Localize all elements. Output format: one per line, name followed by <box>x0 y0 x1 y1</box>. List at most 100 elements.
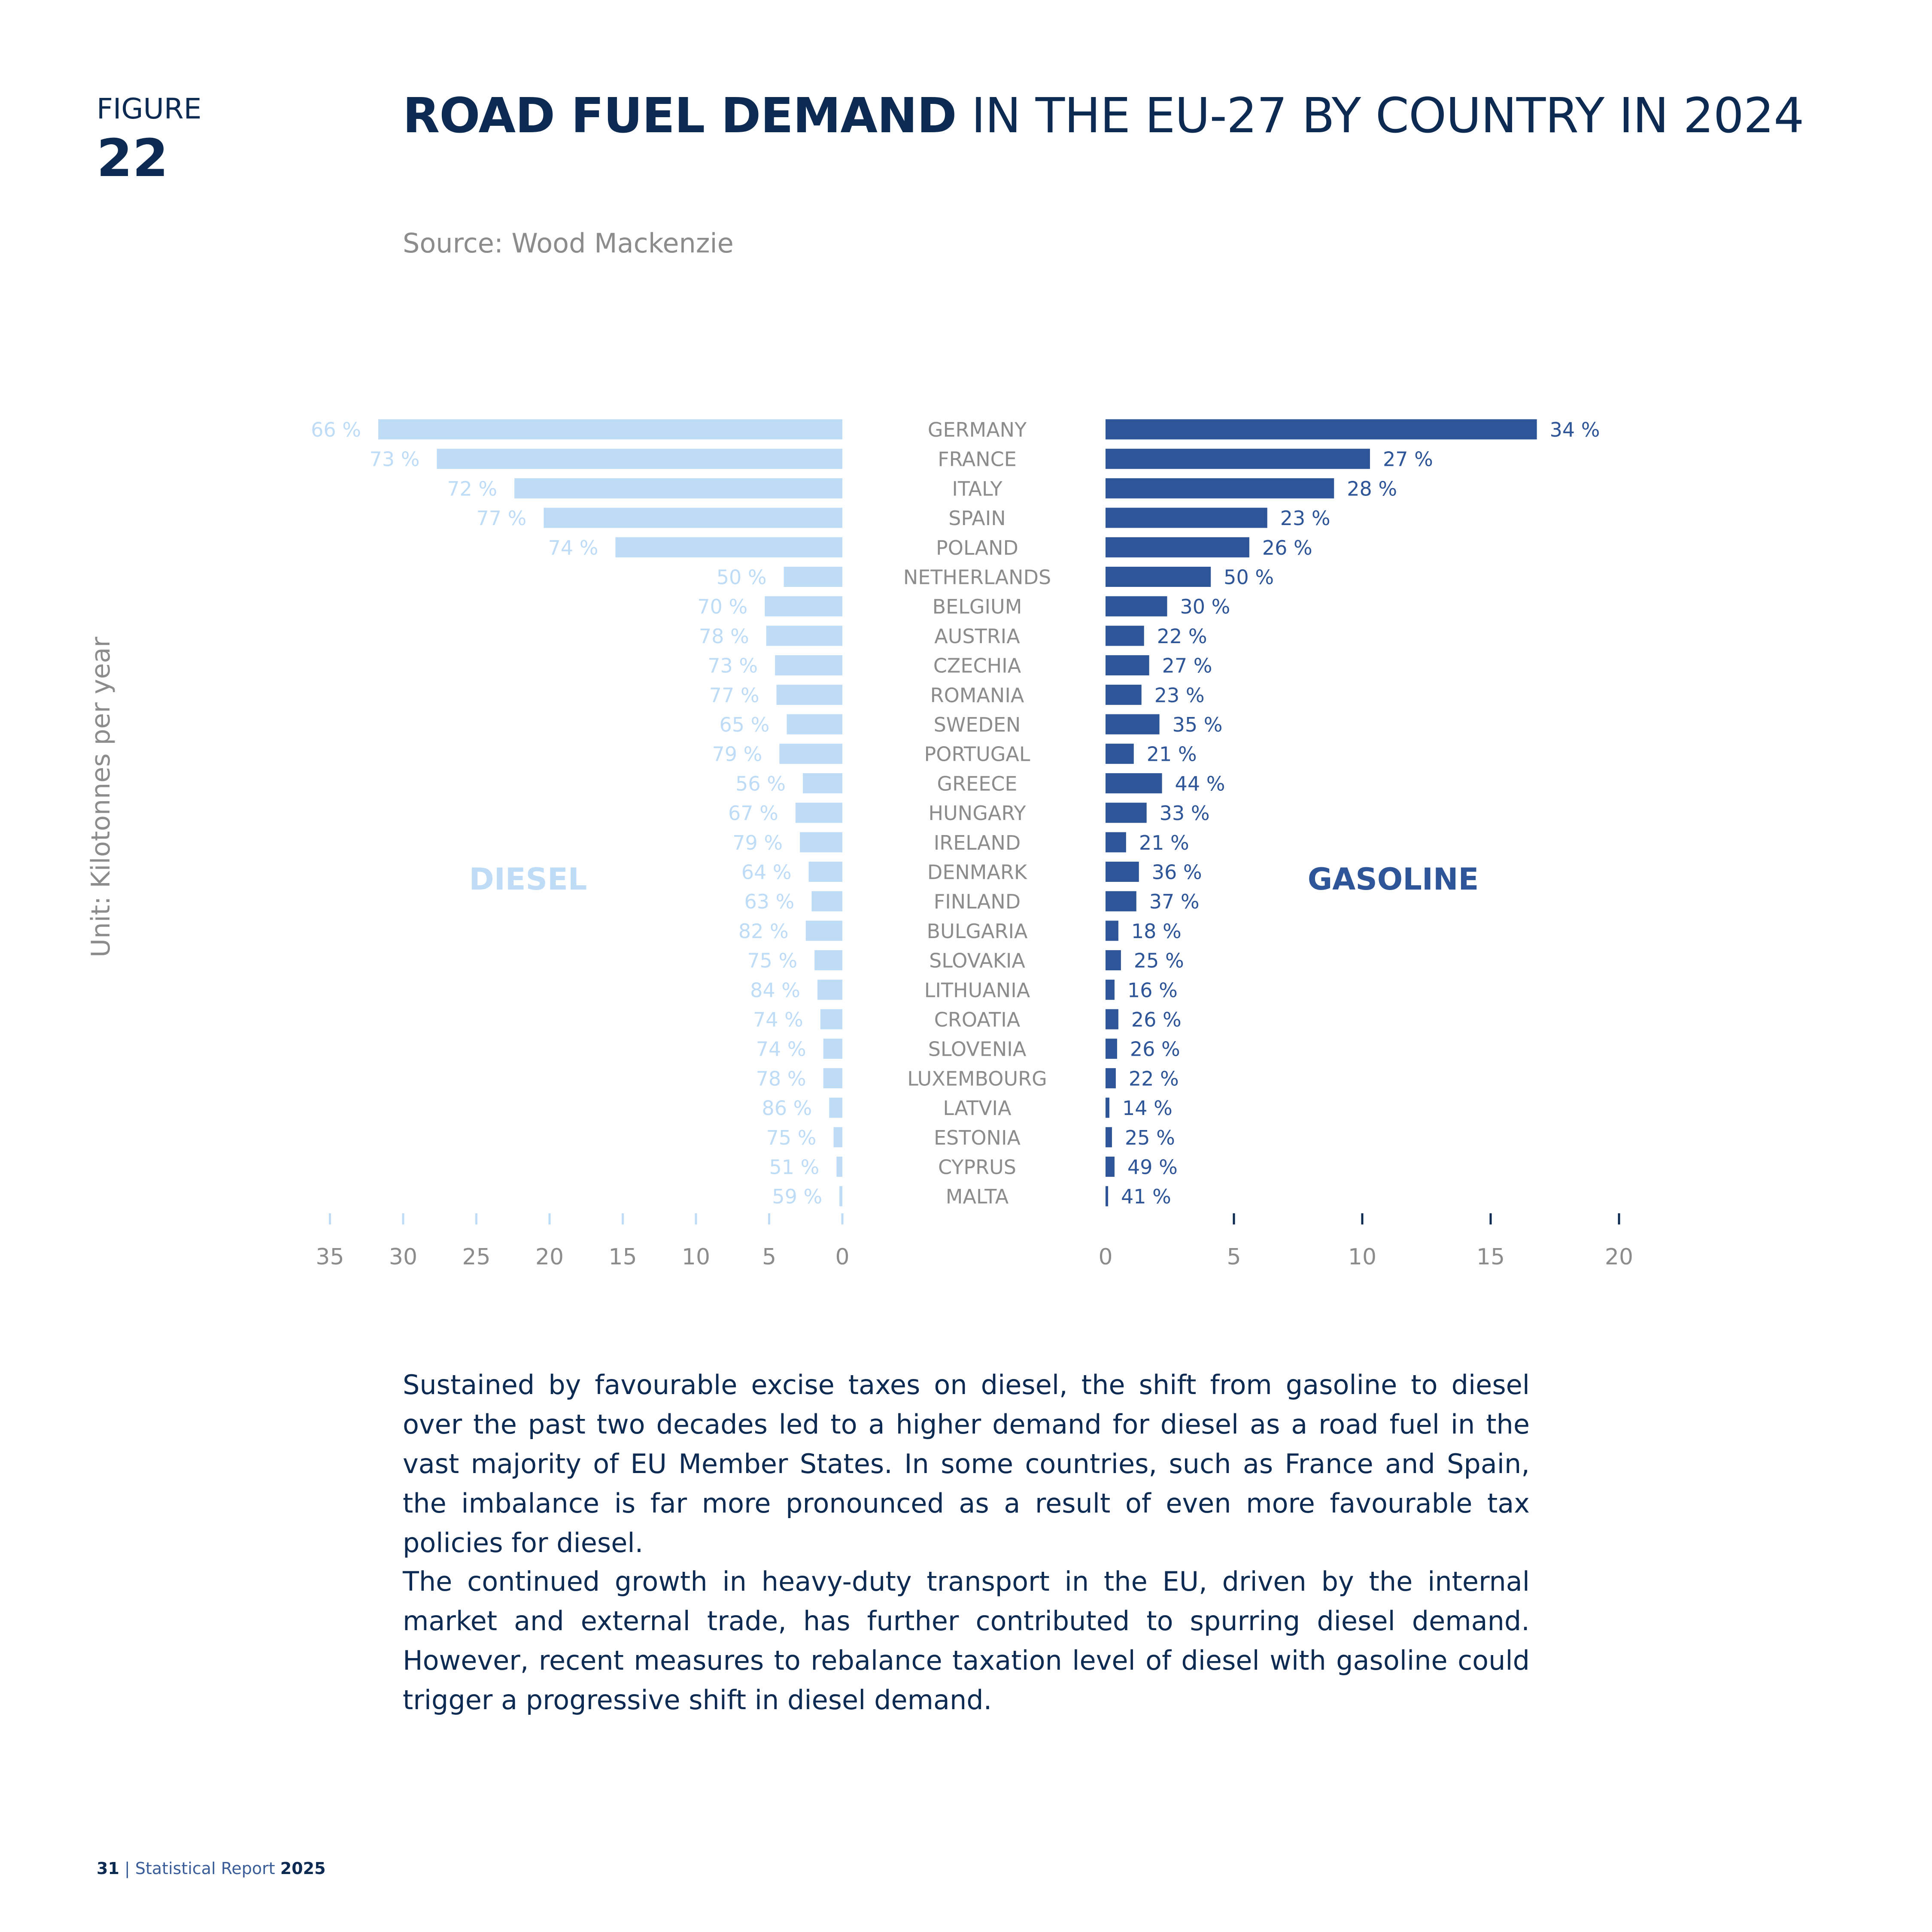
diesel-bar <box>766 626 842 646</box>
gasoline-bar <box>1106 567 1211 587</box>
diesel-bar <box>779 744 842 764</box>
country-label: FINLAND <box>934 890 1021 913</box>
diesel-data-label: 73 % <box>708 654 758 677</box>
country-label: SWEDEN <box>934 713 1021 736</box>
diesel-tick-label: 15 <box>608 1244 637 1270</box>
gasoline-data-label: 26 % <box>1262 536 1312 559</box>
diesel-data-label: 50 % <box>717 566 767 589</box>
diesel-data-label: 78 % <box>699 625 749 648</box>
gasoline-bar <box>1106 832 1126 853</box>
diesel-data-label: 78 % <box>756 1067 806 1090</box>
source-note: Source: Wood Mackenzie <box>403 228 734 259</box>
gasoline-bar <box>1106 1127 1112 1148</box>
diesel-data-label: 73 % <box>370 448 420 471</box>
gasoline-data-label: 41 % <box>1121 1185 1171 1208</box>
diesel-tick-label: 20 <box>535 1244 564 1270</box>
gasoline-data-label: 21 % <box>1147 743 1197 766</box>
country-label: SLOVENIA <box>928 1038 1027 1061</box>
diesel-data-label: 66 % <box>311 418 361 441</box>
gasoline-tick-label: 20 <box>1605 1244 1633 1270</box>
diesel-bar <box>820 1009 842 1030</box>
diesel-data-label: 82 % <box>738 920 789 943</box>
gasoline-bar <box>1106 773 1162 793</box>
figure-label: FIGURE <box>97 92 202 125</box>
diesel-bar <box>800 832 842 853</box>
gasoline-bar <box>1106 1097 1109 1118</box>
gasoline-data-label: 44 % <box>1175 772 1225 795</box>
diesel-data-label: 74 % <box>548 536 598 559</box>
diesel-bar <box>544 507 842 528</box>
diesel-bar <box>836 1157 842 1177</box>
diesel-bar <box>833 1127 842 1148</box>
gasoline-tick-label: 0 <box>1098 1244 1112 1270</box>
gasoline-data-label: 25 % <box>1134 949 1184 972</box>
country-label: HUNGARY <box>929 802 1027 825</box>
figure-number: 22 <box>97 129 168 188</box>
diesel-bar <box>784 567 842 587</box>
diesel-tick-label: 30 <box>389 1244 417 1270</box>
gasoline-bar <box>1106 744 1134 764</box>
gasoline-bar <box>1106 537 1249 558</box>
country-label: DENMARK <box>927 861 1028 884</box>
diesel-bar <box>787 714 842 735</box>
gasoline-data-label: 14 % <box>1122 1097 1173 1120</box>
footer-year: 2025 <box>280 1859 326 1878</box>
diesel-data-label: 67 % <box>728 802 778 825</box>
gasoline-bar <box>1106 802 1147 823</box>
country-label: LATVIA <box>943 1097 1012 1120</box>
country-label: MALTA <box>946 1185 1009 1208</box>
diesel-bar <box>839 1186 842 1206</box>
gasoline-data-label: 27 % <box>1383 448 1433 471</box>
gasoline-data-label: 26 % <box>1131 1008 1182 1031</box>
gasoline-data-label: 34 % <box>1550 418 1600 441</box>
diesel-tick-label: 35 <box>316 1244 344 1270</box>
country-label: ROMANIA <box>930 683 1024 707</box>
body-paragraph-1: Sustained by favourable excise taxes on … <box>403 1369 1530 1558</box>
country-label: AUSTRIA <box>934 625 1020 648</box>
gasoline-data-label: 35 % <box>1173 713 1223 736</box>
gasoline-tick-label: 10 <box>1348 1244 1376 1270</box>
diesel-bar <box>378 419 842 440</box>
diesel-bar <box>814 950 842 971</box>
country-label: BELGIUM <box>933 595 1022 618</box>
country-label: POLAND <box>936 536 1018 559</box>
gasoline-bar <box>1106 655 1149 676</box>
diesel-bar <box>776 684 842 705</box>
country-label: GREECE <box>937 772 1018 795</box>
diesel-data-label: 84 % <box>750 978 800 1002</box>
country-label: LUXEMBOURG <box>907 1067 1047 1090</box>
page-footer: 31 | Statistical Report 2025 <box>97 1859 326 1878</box>
diesel-data-label: 75 % <box>766 1126 817 1149</box>
gasoline-data-label: 26 % <box>1130 1038 1180 1061</box>
gasoline-bar <box>1106 507 1267 528</box>
diesel-bar <box>437 449 842 469</box>
gasoline-bar <box>1106 449 1370 469</box>
gasoline-bar <box>1106 1157 1115 1177</box>
diesel-bar <box>615 537 842 558</box>
country-label: PORTUGAL <box>924 743 1030 766</box>
diesel-data-label: 59 % <box>772 1185 822 1208</box>
gasoline-bar <box>1106 1186 1108 1206</box>
gasoline-bar <box>1106 950 1121 971</box>
gasoline-data-label: 33 % <box>1160 802 1210 825</box>
gasoline-bar <box>1106 920 1118 941</box>
diesel-tick-label: 25 <box>462 1244 490 1270</box>
gasoline-data-label: 27 % <box>1162 654 1212 677</box>
gasoline-data-label: 30 % <box>1180 595 1230 618</box>
diesel-data-label: 74 % <box>756 1038 806 1061</box>
gasoline-data-label: 21 % <box>1139 831 1189 854</box>
gasoline-bar <box>1106 684 1142 705</box>
gasoline-data-label: 36 % <box>1152 861 1202 884</box>
gasoline-bar <box>1106 478 1334 498</box>
diesel-bar <box>829 1097 842 1118</box>
diesel-bar <box>775 655 842 676</box>
gasoline-tick-label: 5 <box>1227 1244 1241 1270</box>
title-bold-part: ROAD FUEL DEMAND <box>403 88 957 144</box>
diesel-data-label: 63 % <box>744 890 795 913</box>
diesel-data-label: 74 % <box>753 1008 803 1031</box>
gasoline-data-label: 16 % <box>1127 978 1178 1002</box>
diesel-data-label: 77 % <box>709 683 759 707</box>
diesel-bar <box>802 773 842 793</box>
diesel-data-label: 70 % <box>697 595 747 618</box>
country-label: CROATIA <box>934 1008 1021 1031</box>
